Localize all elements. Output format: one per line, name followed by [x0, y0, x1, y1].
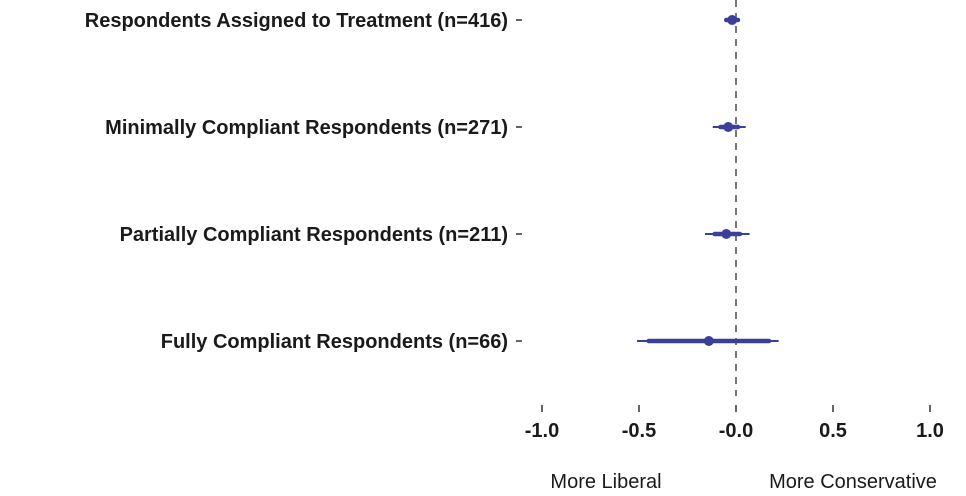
y-ticks: [516, 19, 522, 342]
x-tick-label: -0.0: [719, 420, 753, 442]
x-tick-label: 1.0: [916, 420, 944, 442]
estimate-point: [721, 229, 732, 239]
estimate-point: [703, 336, 714, 346]
x-tick-label: -1.0: [525, 420, 559, 442]
category-label: Partially Compliant Respondents (n=211): [120, 224, 508, 246]
x-tick-label: -0.5: [622, 420, 656, 442]
estimate-series: [637, 15, 779, 346]
x-ticks: -1.0 -0.5 -0.0 0.5 1.0: [525, 405, 944, 442]
direction-label-right: More Conservative: [769, 471, 937, 493]
direction-label-left: More Liberal: [550, 471, 661, 493]
estimate-point: [723, 122, 734, 132]
x-tick-label: 0.5: [819, 420, 847, 442]
category-label: Respondents Assigned to Treatment (n=416…: [85, 10, 508, 32]
category-label: Fully Compliant Respondents (n=66): [161, 331, 508, 353]
category-labels: Respondents Assigned to Treatment (n=416…: [85, 10, 508, 353]
category-label: Minimally Compliant Respondents (n=271): [105, 117, 508, 139]
estimate-point: [727, 15, 738, 25]
